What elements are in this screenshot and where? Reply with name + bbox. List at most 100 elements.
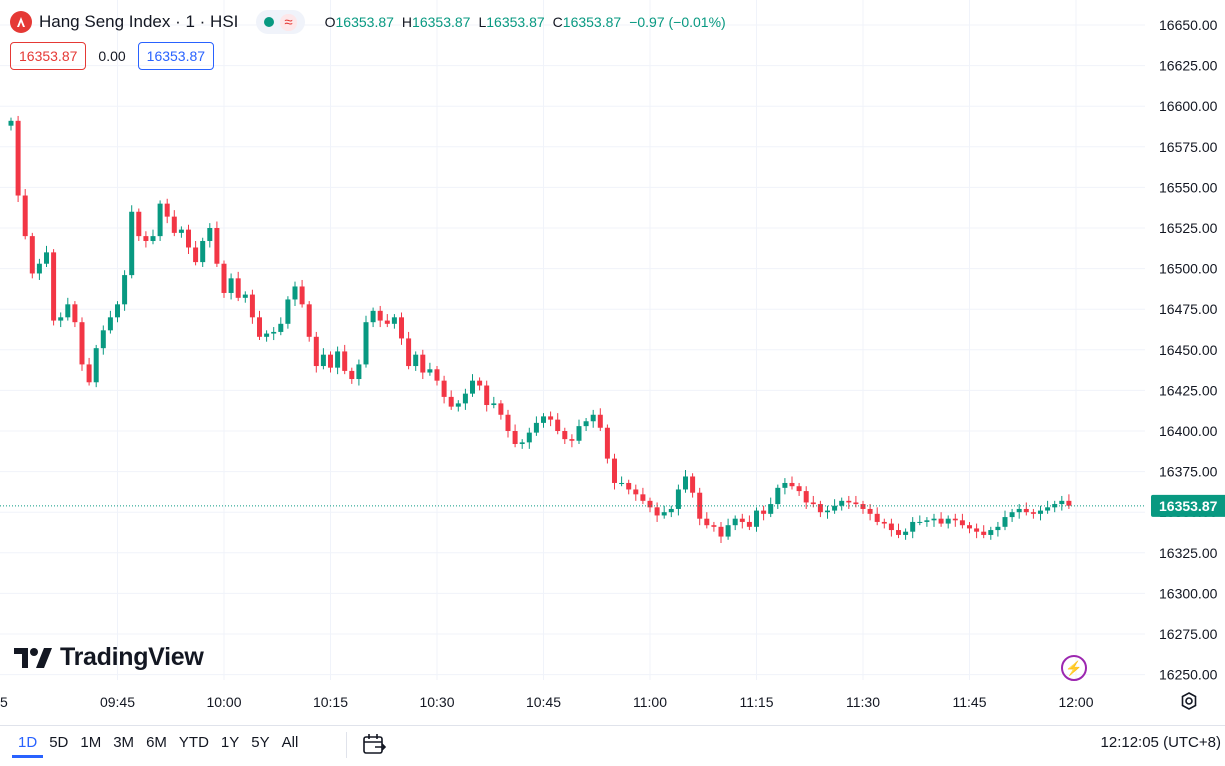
candle-body xyxy=(235,278,241,298)
candle-body xyxy=(384,320,390,324)
candle-body xyxy=(690,476,696,493)
candle-body xyxy=(782,482,788,488)
candle-body xyxy=(242,294,248,298)
candle-body xyxy=(832,505,838,511)
candle-body xyxy=(278,323,284,332)
buy-price-button[interactable]: 16353.87 xyxy=(137,42,215,70)
candle-body xyxy=(186,229,191,248)
candle-body xyxy=(569,439,575,441)
market-status-pill[interactable]: ≈ xyxy=(256,10,305,34)
candle-body xyxy=(633,489,639,495)
time-tick-label: 11:30 xyxy=(846,694,880,710)
price-tick-label: 16575.00 xyxy=(1159,139,1218,155)
candle-body xyxy=(917,521,923,523)
brand-name: TradingView xyxy=(60,643,204,671)
time-tick-label: 10:15 xyxy=(313,694,348,710)
candle-body xyxy=(377,310,383,321)
candle-body xyxy=(8,120,14,126)
candle-body xyxy=(746,521,752,527)
candle-body xyxy=(718,526,724,537)
timeframe-1m[interactable]: 1M xyxy=(80,734,102,751)
price-tick-label: 16650.00 xyxy=(1159,17,1218,33)
hsi-logo-icon xyxy=(10,11,32,33)
symbol-title[interactable]: Hang Seng Index · 1 · HSI xyxy=(39,12,239,31)
candle-body xyxy=(264,333,270,337)
calendar-range-icon[interactable] xyxy=(361,732,387,758)
candle-body xyxy=(661,512,667,516)
candle-body xyxy=(93,348,99,383)
timeframe-5y[interactable]: 5Y xyxy=(251,734,270,751)
candle-body xyxy=(981,531,987,535)
time-tick-label: 12:00 xyxy=(1058,694,1093,710)
price-tick-label: 16425.00 xyxy=(1159,382,1218,398)
timeframe-3m[interactable]: 3M xyxy=(113,734,135,751)
tradingview-logo[interactable]: TradingView xyxy=(14,643,204,672)
clock-readout[interactable]: 12:12:05 (UTC+8) xyxy=(1100,734,1221,751)
lightning-icon[interactable]: ⚡ xyxy=(1061,655,1087,681)
candlestick-chart[interactable]: 16250.0016275.0016300.0016325.0016350.00… xyxy=(0,0,1225,725)
price-tick-label: 16325.00 xyxy=(1159,545,1218,561)
candle-body xyxy=(1030,512,1036,514)
candle-body xyxy=(462,393,468,404)
price-tick-label: 16275.00 xyxy=(1159,626,1218,642)
candle-body xyxy=(1023,508,1029,513)
candle-body xyxy=(533,422,539,433)
candle-body xyxy=(306,304,312,337)
candle-body xyxy=(612,458,617,483)
candle-body xyxy=(157,203,163,237)
last-price-label-bg xyxy=(1151,494,1225,517)
candle-body xyxy=(370,310,376,323)
timeframe-all[interactable]: All xyxy=(281,734,299,751)
candle-body xyxy=(910,521,916,532)
change-value: −0.97 (−0.01%) xyxy=(629,14,726,30)
settings-gear-icon[interactable] xyxy=(1178,690,1200,712)
price-tick-label: 16450.00 xyxy=(1159,342,1218,358)
candle-body xyxy=(193,247,199,263)
candle-body xyxy=(221,263,227,293)
candle-body xyxy=(583,421,589,427)
candle-body xyxy=(136,211,142,237)
candles xyxy=(8,115,1072,544)
price-tick-label: 16475.00 xyxy=(1159,301,1218,317)
price-tick-label: 16525.00 xyxy=(1159,220,1218,236)
toolbar-divider xyxy=(346,732,347,758)
candle-body xyxy=(271,331,277,334)
candle-body xyxy=(1002,517,1008,527)
candle-body xyxy=(100,330,106,349)
candle-body xyxy=(739,518,745,522)
price-axis: 16250.0016275.0016300.0016325.0016350.00… xyxy=(1159,17,1218,683)
candle-body xyxy=(1016,508,1022,513)
candle-body xyxy=(590,414,596,422)
price-tick-label: 16375.00 xyxy=(1159,464,1218,480)
candle-body xyxy=(512,431,518,444)
high-value: 16353.87 xyxy=(412,14,471,30)
low-value: 16353.87 xyxy=(486,14,545,30)
candle-body xyxy=(995,526,1001,531)
sell-price-button[interactable]: 16353.87 xyxy=(10,42,87,70)
candle-body xyxy=(285,299,291,324)
candle-body xyxy=(555,419,561,431)
candle-body xyxy=(548,416,554,420)
candle-body xyxy=(214,228,220,264)
candle-body xyxy=(477,380,483,386)
timeframe-1d[interactable]: 1D xyxy=(12,734,44,758)
timeframe-5d[interactable]: 5D xyxy=(49,734,69,751)
candle-body xyxy=(711,525,717,527)
price-tick-label: 16250.00 xyxy=(1159,667,1218,683)
candle-body xyxy=(29,236,35,274)
candle-body xyxy=(626,482,632,490)
candle-body xyxy=(839,500,845,506)
candle-body xyxy=(72,304,78,323)
candle-body xyxy=(945,518,951,524)
candle-body xyxy=(597,414,603,428)
timeframe-ytd[interactable]: YTD xyxy=(178,734,209,751)
candle-body xyxy=(313,336,319,367)
open-value: 16353.87 xyxy=(335,14,394,30)
candle-body xyxy=(519,442,525,444)
candle-body xyxy=(526,432,532,443)
market-open-dot-icon xyxy=(264,17,275,27)
timeframe-1y[interactable]: 1Y xyxy=(220,734,240,751)
candle-body xyxy=(860,504,866,509)
time-tick-label: 11:00 xyxy=(633,694,667,710)
timeframe-6m[interactable]: 6M xyxy=(146,734,167,751)
